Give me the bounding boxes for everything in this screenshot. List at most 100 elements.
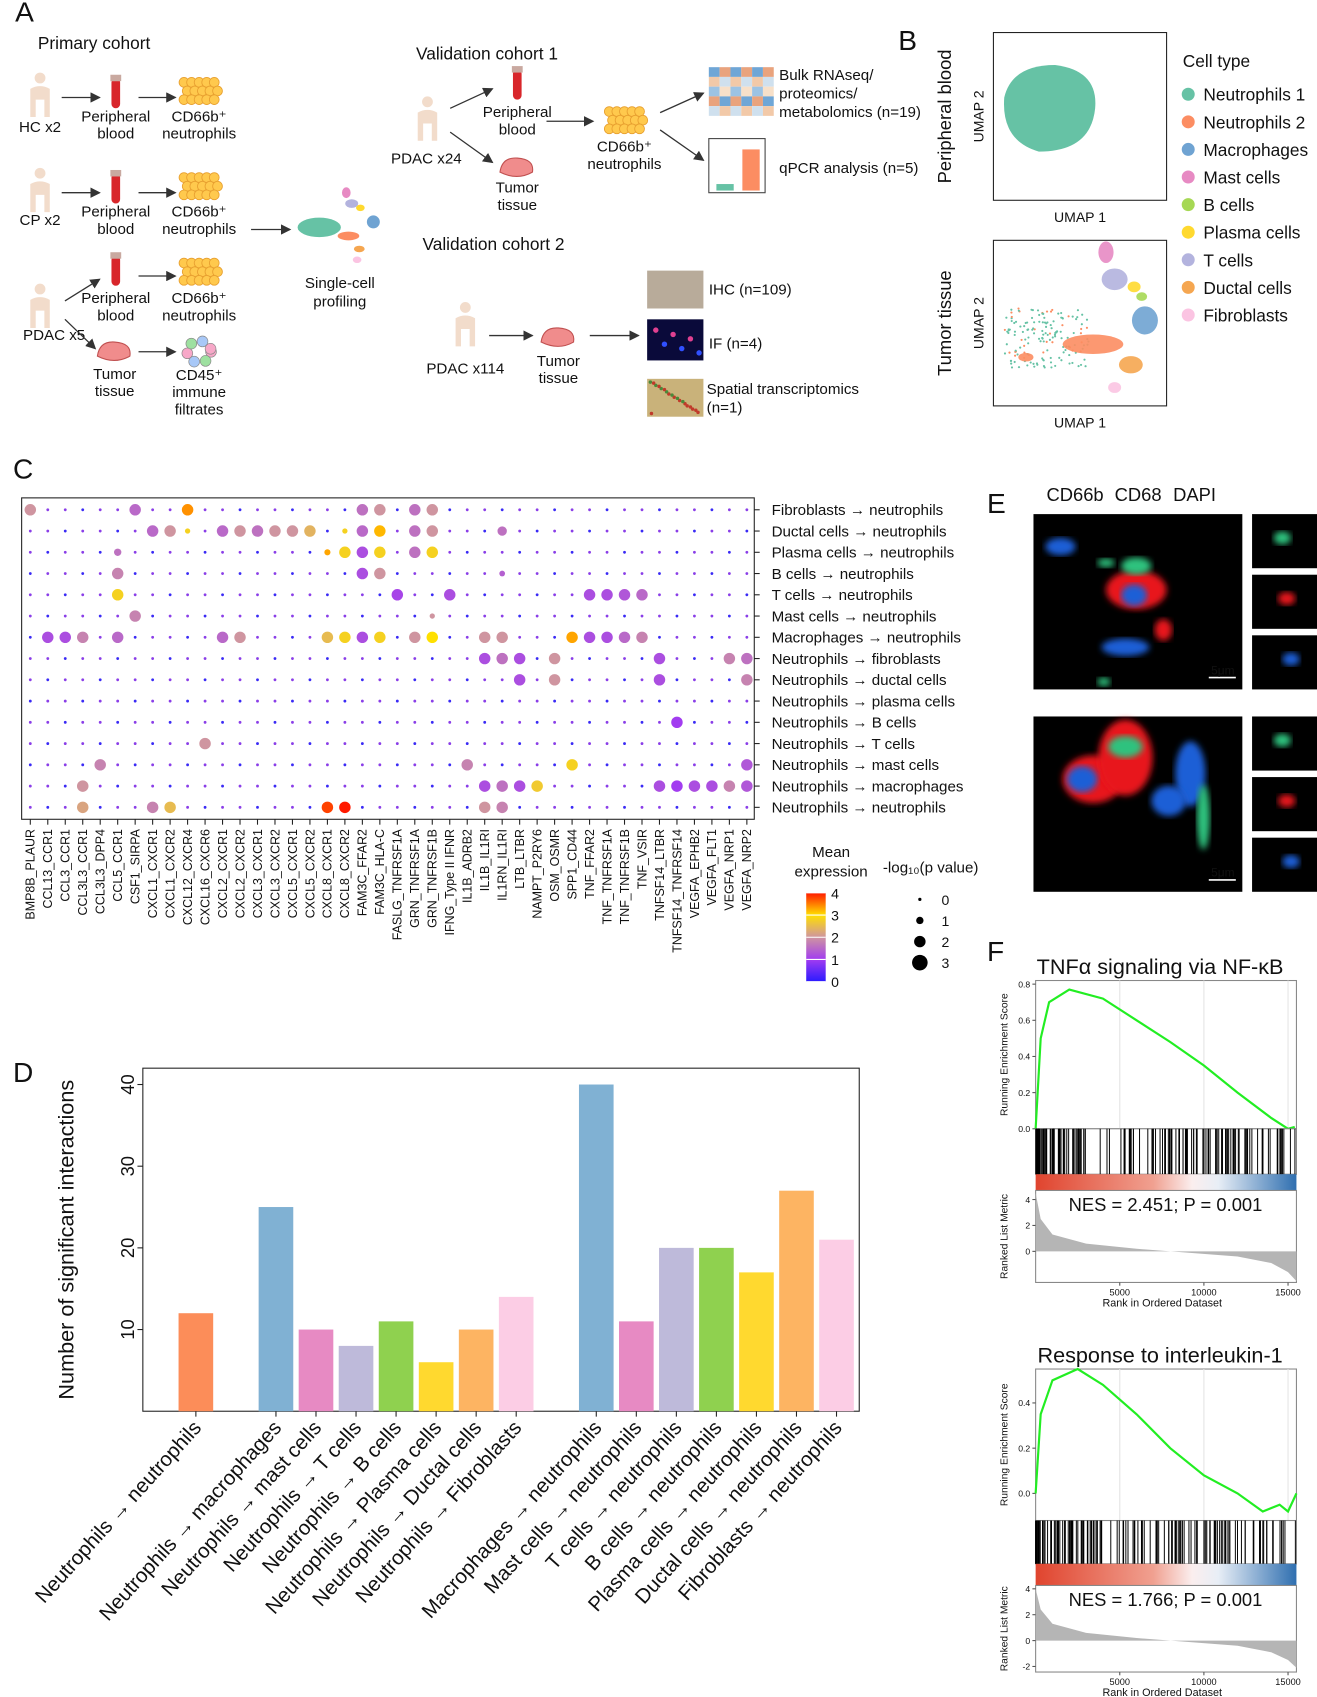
person-icon	[30, 297, 50, 328]
sample-label: blood	[97, 221, 134, 238]
umap-point	[1044, 325, 1048, 328]
background-dot	[675, 550, 679, 554]
umap-point	[1084, 365, 1087, 368]
background-dot	[553, 550, 557, 554]
dot	[374, 631, 386, 644]
background-dot	[675, 699, 679, 703]
dot	[356, 504, 369, 516]
background-dot	[395, 529, 399, 533]
background-dot	[186, 763, 190, 767]
background-dot	[291, 614, 294, 618]
column-label: TNF_FFAR2	[583, 829, 597, 899]
umap-point	[1045, 310, 1049, 313]
background-dot	[693, 614, 696, 618]
umap-point	[1005, 316, 1008, 319]
background-dot	[238, 593, 242, 597]
background-dot	[273, 550, 277, 554]
column-label: CXCL1_CXCR1	[146, 829, 160, 918]
plot-frame	[21, 497, 755, 820]
background-dot	[378, 742, 382, 745]
column-label: CXCL8_CXCR1	[321, 829, 335, 918]
background-dot	[308, 678, 312, 682]
dot	[199, 737, 211, 750]
background-dot	[395, 614, 399, 618]
column-label: CCL5_CCR1	[111, 829, 125, 902]
background-dot	[658, 763, 661, 767]
legend-label: Fibroblasts	[1203, 305, 1288, 325]
background-dot	[465, 572, 469, 575]
background-dot	[605, 784, 609, 788]
heatmap-icon	[752, 67, 763, 77]
x-axis-label: Rank in Ordered Dataset	[1102, 1297, 1222, 1309]
background-dot	[413, 699, 417, 703]
background-dot	[343, 742, 347, 745]
product-label: CD66b⁺	[172, 204, 227, 221]
background-dot	[658, 614, 661, 618]
panel-label: E	[987, 488, 1006, 519]
background-dot	[133, 784, 137, 788]
umap-panel-label: Tumor tissue	[934, 270, 955, 376]
background-dot	[395, 678, 399, 682]
background-dot	[588, 805, 591, 809]
background-dot	[710, 572, 714, 575]
column-label: CXCL3_CXCR2	[268, 829, 282, 918]
row-label: Mast cells → neutrophils	[772, 608, 937, 625]
background-dot	[256, 657, 259, 660]
umap-point	[1010, 311, 1013, 314]
umap-point	[1032, 362, 1035, 365]
background-dot	[168, 678, 172, 682]
umap-x-label: UMAP 1	[1054, 209, 1106, 225]
background-dot	[448, 805, 452, 809]
background-dot	[238, 699, 242, 703]
background-dot	[151, 508, 155, 512]
if-image	[647, 319, 704, 361]
background-dot	[28, 550, 32, 554]
background-dot	[570, 742, 574, 745]
background-dot	[378, 699, 382, 703]
x-tick-label: 15000	[1275, 1677, 1301, 1687]
if-signal	[1121, 584, 1148, 607]
background-dot	[291, 784, 294, 788]
if-signal	[1067, 766, 1098, 793]
background-dot	[675, 593, 679, 597]
background-dot	[133, 572, 137, 575]
heatmap-icon	[708, 76, 720, 87]
channel-label: CD66b	[1046, 484, 1103, 505]
ihc-label: IHC (n=109)	[709, 281, 792, 298]
background-dot	[343, 699, 347, 703]
bulk-label: proteomics/	[779, 86, 858, 103]
background-dot	[360, 614, 364, 618]
background-dot	[727, 635, 731, 639]
background-dot	[133, 657, 137, 660]
background-dot	[378, 678, 382, 682]
spatial-spot	[662, 387, 667, 392]
background-dot	[343, 508, 347, 512]
background-dot	[745, 614, 749, 618]
dot	[321, 631, 334, 644]
background-dot	[63, 699, 67, 703]
y-tick-label: 30	[117, 1156, 138, 1176]
background-dot	[623, 678, 626, 682]
y-tick-label: 0.0	[1018, 1124, 1030, 1134]
background-dot	[675, 572, 679, 575]
column-label: FASLG_TNFRSF1A	[391, 828, 405, 940]
umap-point	[1019, 346, 1022, 349]
dot	[426, 525, 439, 537]
background-dot	[483, 508, 487, 512]
background-dot	[710, 635, 714, 639]
column-label: CCL3L3_DPP4	[94, 829, 108, 914]
background-dot	[483, 720, 487, 724]
background-dot	[518, 763, 522, 767]
background-dot	[710, 699, 714, 703]
background-dot	[343, 763, 347, 767]
metric-tick-label: -2	[1023, 1662, 1031, 1672]
umap-point	[1013, 321, 1016, 325]
cell-icon	[634, 123, 645, 135]
background-dot	[98, 635, 102, 639]
background-dot	[256, 508, 259, 512]
background-dot	[291, 805, 294, 809]
umap-point	[1060, 337, 1063, 340]
spatial-spot	[688, 405, 693, 409]
spatial-spot	[648, 380, 653, 384]
